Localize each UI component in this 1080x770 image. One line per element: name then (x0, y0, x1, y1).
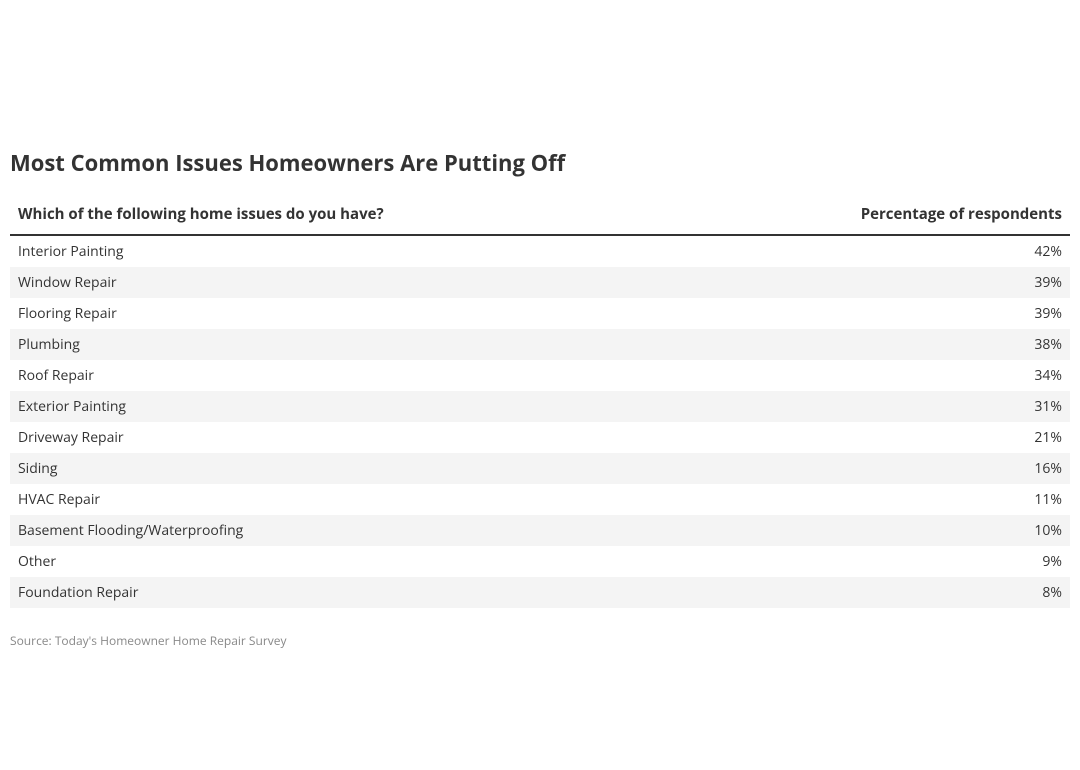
col-header-pct: Percentage of respondents (685, 196, 1070, 235)
cell-pct: 10% (685, 515, 1070, 546)
cell-issue: Foundation Repair (10, 577, 685, 608)
col-header-issue: Which of the following home issues do yo… (10, 196, 685, 235)
cell-issue: Driveway Repair (10, 422, 685, 453)
cell-pct: 31% (685, 391, 1070, 422)
cell-pct: 38% (685, 329, 1070, 360)
table-container: Most Common Issues Homeowners Are Puttin… (10, 0, 1070, 649)
cell-issue: Roof Repair (10, 360, 685, 391)
cell-pct: 39% (685, 298, 1070, 329)
table-row: Foundation Repair8% (10, 577, 1070, 608)
cell-issue: Other (10, 546, 685, 577)
table-row: Exterior Painting31% (10, 391, 1070, 422)
cell-pct: 11% (685, 484, 1070, 515)
cell-issue: Plumbing (10, 329, 685, 360)
table-row: Window Repair39% (10, 267, 1070, 298)
table-row: Roof Repair34% (10, 360, 1070, 391)
cell-pct: 9% (685, 546, 1070, 577)
table-row: Flooring Repair39% (10, 298, 1070, 329)
cell-pct: 39% (685, 267, 1070, 298)
cell-pct: 42% (685, 235, 1070, 267)
table-body: Interior Painting42%Window Repair39%Floo… (10, 235, 1070, 608)
cell-issue: Flooring Repair (10, 298, 685, 329)
cell-issue: Window Repair (10, 267, 685, 298)
source-text: Source: Today's Homeowner Home Repair Su… (10, 632, 1070, 649)
table-row: HVAC Repair11% (10, 484, 1070, 515)
cell-issue: Siding (10, 453, 685, 484)
cell-issue: Interior Painting (10, 235, 685, 267)
cell-pct: 34% (685, 360, 1070, 391)
cell-issue: HVAC Repair (10, 484, 685, 515)
cell-issue: Basement Flooding/Waterproofing (10, 515, 685, 546)
table-row: Siding16% (10, 453, 1070, 484)
table-row: Other9% (10, 546, 1070, 577)
cell-pct: 16% (685, 453, 1070, 484)
page-title: Most Common Issues Homeowners Are Puttin… (10, 148, 1070, 178)
issues-table: Which of the following home issues do yo… (10, 196, 1070, 608)
table-row: Plumbing38% (10, 329, 1070, 360)
table-row: Basement Flooding/Waterproofing10% (10, 515, 1070, 546)
table-row: Interior Painting42% (10, 235, 1070, 267)
table-header-row: Which of the following home issues do yo… (10, 196, 1070, 235)
table-row: Driveway Repair21% (10, 422, 1070, 453)
cell-pct: 21% (685, 422, 1070, 453)
cell-pct: 8% (685, 577, 1070, 608)
cell-issue: Exterior Painting (10, 391, 685, 422)
